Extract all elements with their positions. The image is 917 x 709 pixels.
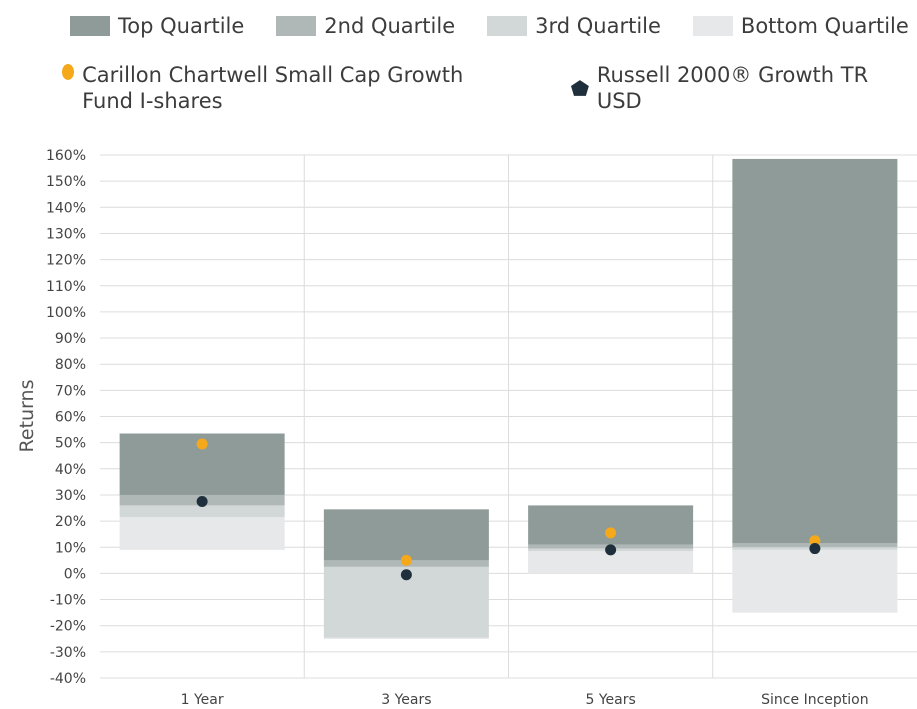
legend-third-quartile: 3rd Quartile (487, 13, 661, 39)
quartile-bar-4 (528, 551, 694, 574)
y-tick-label: 90% (55, 331, 86, 347)
second-quartile-swatch (276, 16, 317, 36)
third-quartile-swatch (487, 16, 528, 36)
y-tick-label: 60% (55, 410, 86, 426)
quartile-bar-4 (732, 549, 898, 613)
y-tick-label: 120% (46, 253, 86, 269)
quartile-bars (119, 158, 898, 639)
y-tick-label: 10% (55, 540, 86, 556)
y-tick-label: 140% (46, 200, 86, 216)
y-tick-label: 20% (55, 514, 86, 530)
legend-top-quartile: Top Quartile (70, 13, 244, 39)
legend-label: 3rd Quartile (535, 14, 661, 38)
legend-label: Carillon Chartwell Small Cap Growth Fund… (82, 63, 464, 113)
quartile-bar-4 (119, 517, 285, 550)
index-point (605, 544, 617, 556)
quartile-legend: Top Quartile 2nd Quartile 3rd Quartile B… (70, 13, 909, 39)
index-point (196, 495, 208, 507)
fund-point (400, 554, 412, 566)
fund-point (809, 535, 821, 547)
y-tick-label: 80% (55, 357, 86, 373)
fund-point (196, 438, 208, 450)
y-tick-label: 110% (46, 279, 86, 295)
legend-second-quartile: 2nd Quartile (276, 13, 455, 39)
index-point (809, 543, 821, 555)
x-tick-label: 3 Years (381, 692, 431, 708)
y-tick-label: 40% (55, 462, 86, 478)
legend-label: Bottom Quartile (740, 14, 909, 38)
quartile-bar-1 (323, 509, 489, 561)
series-markers (196, 438, 821, 581)
bottom-quartile-swatch (692, 16, 733, 36)
y-tick-label: 130% (46, 226, 86, 242)
legend-bottom-quartile: Bottom Quartile (692, 13, 909, 39)
x-tick-label: 5 Years (585, 692, 635, 708)
y-tick-label: 50% (55, 436, 86, 452)
legend-fund: Carillon Chartwell Small Cap Growth Fund… (62, 62, 482, 114)
quartile-bar-3 (119, 505, 285, 518)
legend-label: Top Quartile (118, 14, 245, 38)
y-tick-label: 150% (46, 174, 86, 190)
index-marker-icon (571, 80, 589, 96)
quartile-bar-1 (528, 505, 694, 545)
y-tick-label: -40% (50, 671, 86, 687)
legend-label: Russell 2000® Growth TR USD (596, 63, 869, 113)
legend-label: 2nd Quartile (324, 14, 456, 38)
y-tick-label: 160% (46, 148, 86, 164)
fund-point (605, 527, 617, 539)
y-tick-label: 70% (55, 383, 86, 399)
y-tick-label: -30% (50, 645, 86, 661)
x-tick-label: Since Inception (761, 692, 868, 708)
y-tick-labels: -40% -30% -20% -10% 0% 10% 20% 30% 40% 50% 60% 70% 8… (46, 148, 86, 687)
quartile-bar-1 (732, 158, 898, 544)
y-tick-label: 0% (64, 566, 86, 582)
y-tick-label: -20% (50, 619, 86, 635)
quartile-bar-4 (323, 637, 489, 639)
y-tick-label: -10% (50, 593, 86, 609)
top-quartile-swatch (70, 16, 110, 36)
x-tick-label: 1 Year (181, 692, 224, 708)
fund-marker-icon (62, 64, 75, 80)
x-tick-labels: 1 Year 3 Years 5 Years Since Inception (181, 692, 869, 708)
legend-index: Russell 2000® Growth TR USD (571, 62, 917, 114)
index-point (400, 569, 412, 581)
y-tick-label: 30% (55, 488, 86, 504)
y-tick-label: 100% (46, 305, 86, 321)
y-axis-label: Returns (16, 380, 38, 453)
